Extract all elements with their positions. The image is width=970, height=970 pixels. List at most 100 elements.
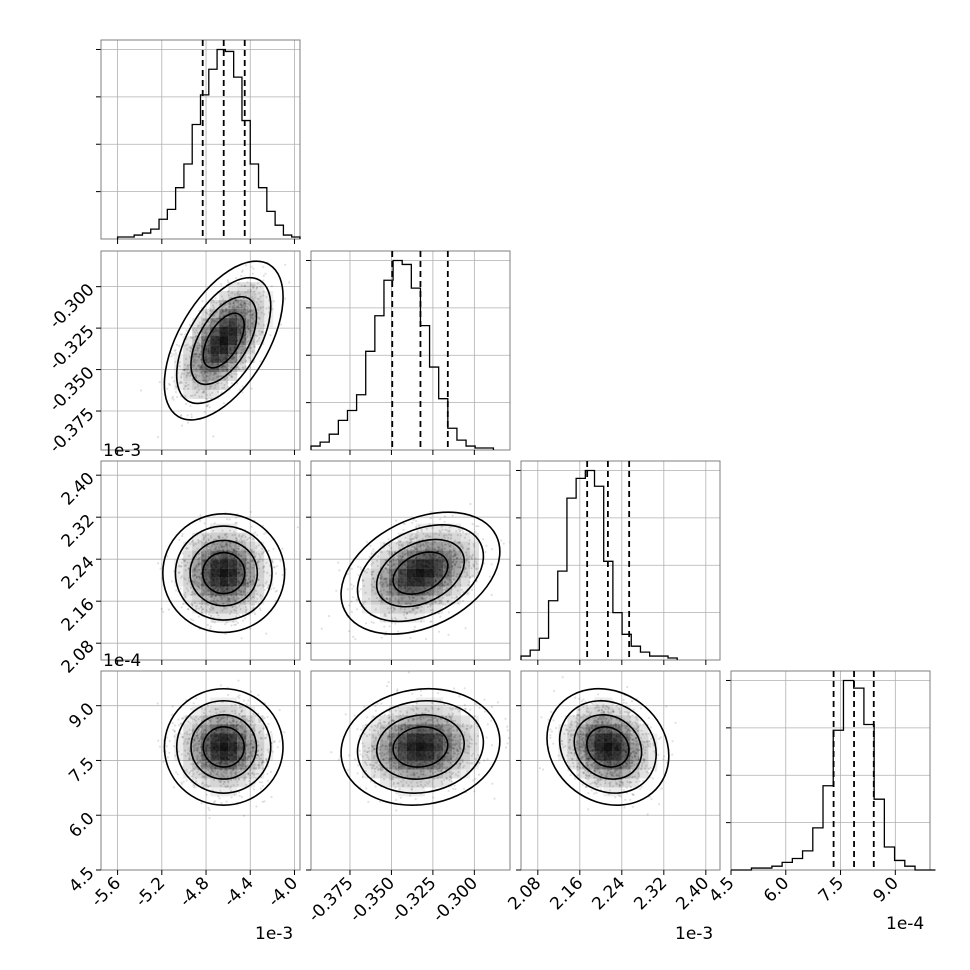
scatter-point: [453, 564, 457, 567]
scatter-point: [445, 534, 448, 537]
scatter-point: [426, 545, 429, 548]
scatter-point: [231, 361, 234, 364]
scatter-point: [460, 528, 464, 532]
scatter-point: [455, 560, 458, 563]
scatter-point: [406, 611, 409, 614]
scatter-point: [225, 800, 228, 803]
scatter-point: [202, 533, 205, 537]
scatter-point: [262, 279, 265, 282]
scatter-point: [198, 557, 201, 560]
scatter-point: [396, 591, 399, 594]
density-cell: [255, 282, 265, 292]
scatter-point: [205, 375, 208, 378]
scatter-point: [447, 611, 450, 614]
scatter-point: [233, 598, 236, 601]
scatter-point: [211, 595, 214, 598]
scatter-point: [236, 293, 239, 296]
density-cell: [424, 550, 434, 560]
scatter-point: [403, 522, 406, 526]
scatter-point: [217, 375, 220, 378]
scatter-point: [194, 568, 198, 571]
scatter-point: [180, 565, 183, 568]
scatter-point: [199, 583, 202, 586]
density-cell: [219, 363, 229, 373]
scatter-point: [245, 582, 248, 585]
density-cell: [219, 291, 229, 301]
density-cell: [264, 559, 274, 569]
scatter-point: [241, 727, 244, 730]
scatter-point: [227, 294, 230, 297]
scatter-point: [390, 565, 393, 568]
scatter-point: [200, 586, 203, 589]
scatter-point: [195, 564, 198, 567]
scatter-point: [200, 611, 203, 614]
scatter-point: [413, 546, 416, 549]
scatter-point: [465, 554, 468, 557]
scatter-point: [199, 344, 202, 347]
scatter-point: [407, 602, 410, 605]
scatter-point: [251, 559, 254, 562]
scatter-point: [412, 596, 415, 599]
scatter-point: [259, 594, 262, 597]
density-cell: [219, 586, 229, 596]
scatter-point: [214, 297, 217, 300]
density-cell: [397, 532, 407, 542]
scatter-point: [223, 365, 226, 368]
scatter-point: [448, 545, 451, 548]
scatter-point: [369, 544, 372, 548]
scatter-point: [370, 571, 373, 574]
scatter-point: [211, 391, 214, 394]
scatter-point: [386, 549, 389, 553]
scatter-point: [279, 323, 282, 326]
scatter-point: [388, 550, 391, 553]
density-cell: [237, 336, 247, 346]
density-cell: [201, 559, 211, 569]
scatter-point: [186, 752, 189, 755]
density-cell: [192, 559, 202, 569]
scatter-point: [222, 310, 225, 313]
scatter-point: [191, 360, 195, 363]
scatter-point: [239, 554, 242, 558]
scatter-point: [448, 556, 451, 560]
scatter-point: [211, 378, 214, 381]
scatter-point: [195, 576, 198, 580]
density-cell: [210, 532, 220, 542]
scatter-point: [229, 360, 232, 363]
scatter-point: [246, 340, 249, 343]
scatter-point: [236, 366, 240, 369]
scatter-point: [394, 622, 397, 625]
scatter-point: [254, 556, 257, 559]
density-cell: [424, 541, 434, 551]
scatter-point: [204, 761, 207, 764]
scatter-point: [433, 599, 436, 603]
scatter-point: [236, 545, 239, 548]
scatter-point: [202, 390, 205, 393]
scatter-point: [388, 587, 391, 591]
scatter-point: [462, 591, 465, 594]
scatter-point: [207, 375, 210, 378]
scatter-point: [415, 611, 418, 614]
scatter-point: [192, 542, 195, 546]
scatter-point: [464, 627, 467, 630]
scatter-point: [468, 539, 471, 542]
density-cell: [228, 541, 238, 551]
scatter-point: [415, 598, 418, 601]
scatter-point: [180, 561, 183, 564]
scatter-point: [370, 573, 373, 576]
scatter-point: [204, 775, 207, 778]
scatter-point: [235, 615, 238, 618]
scatter-point: [452, 578, 455, 581]
scatter-point: [428, 547, 431, 550]
scatter-point: [237, 282, 240, 285]
scatter-point: [196, 382, 199, 386]
scatter-point: [219, 544, 222, 547]
scatter-point: [216, 382, 219, 385]
scatter-point: [447, 536, 450, 540]
scatter-point: [187, 579, 190, 582]
scatter-point: [193, 568, 196, 571]
scatter-point: [271, 308, 274, 311]
scatter-point: [220, 366, 223, 369]
scatter-point: [257, 559, 260, 563]
contour-1: [190, 295, 258, 386]
density-cell: [451, 523, 461, 533]
